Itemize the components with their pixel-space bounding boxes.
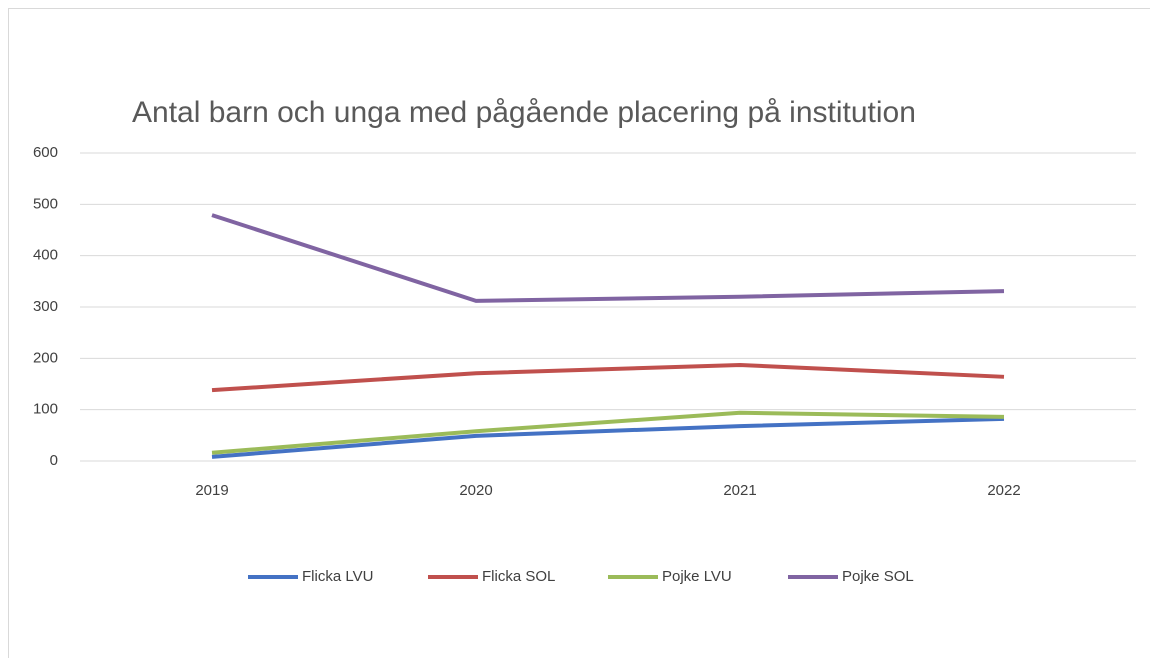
x-tick-label: 2021 <box>723 482 756 499</box>
chart-border <box>8 8 1150 658</box>
line-series <box>211 363 1005 393</box>
y-tick-label: 500 <box>33 195 58 212</box>
y-tick-label: 100 <box>33 401 58 418</box>
y-tick-label: 300 <box>33 298 58 315</box>
line-series <box>211 410 1005 455</box>
line-series <box>211 416 1005 459</box>
chart-title: Antal barn och unga med pågående placeri… <box>132 96 916 129</box>
line-series <box>211 213 1005 303</box>
x-tick-label: 2022 <box>987 482 1020 499</box>
legend-label: Pojke LVU <box>662 568 732 585</box>
x-tick-label: 2020 <box>459 482 492 499</box>
y-tick-label: 0 <box>50 452 58 469</box>
legend-label: Flicka LVU <box>302 568 373 585</box>
legend-label: Pojke SOL <box>842 568 914 585</box>
y-tick-label: 600 <box>33 144 58 161</box>
x-tick-label: 2019 <box>195 482 228 499</box>
legend-label: Flicka SOL <box>482 568 555 585</box>
y-tick-label: 200 <box>33 349 58 366</box>
y-tick-label: 400 <box>33 247 58 264</box>
